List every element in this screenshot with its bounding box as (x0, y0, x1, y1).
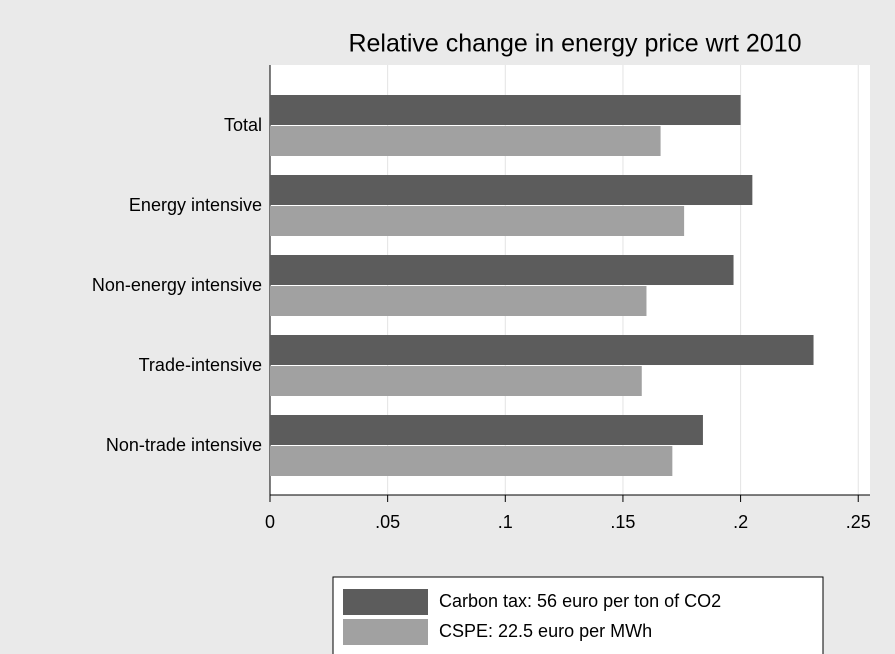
bar (270, 255, 734, 285)
y-tick-label: Total (224, 115, 262, 135)
bar (270, 206, 685, 236)
bar (270, 286, 647, 316)
legend-swatch (343, 589, 428, 615)
bar (270, 415, 703, 445)
y-tick-label: Trade-intensive (139, 355, 262, 375)
x-tick-label: 0 (265, 512, 275, 532)
bar (270, 95, 741, 125)
legend-label: CSPE: 22.5 euro per MWh (439, 621, 652, 641)
x-tick-label: .2 (733, 512, 748, 532)
x-tick-label: .25 (846, 512, 871, 532)
chart-title: Relative change in energy price wrt 2010 (348, 30, 801, 58)
bar (270, 366, 642, 396)
x-tick-label: .15 (610, 512, 635, 532)
x-tick-label: .05 (375, 512, 400, 532)
bar (270, 175, 753, 205)
x-tick-label: .1 (498, 512, 513, 532)
y-tick-label: Non-energy intensive (92, 275, 262, 295)
y-tick-label: Non-trade intensive (106, 435, 262, 455)
bar (270, 126, 661, 156)
bar (270, 335, 814, 365)
bar (270, 446, 673, 476)
y-tick-label: Energy intensive (129, 195, 262, 215)
legend-swatch (343, 619, 428, 645)
legend-label: Carbon tax: 56 euro per ton of CO2 (439, 591, 721, 611)
